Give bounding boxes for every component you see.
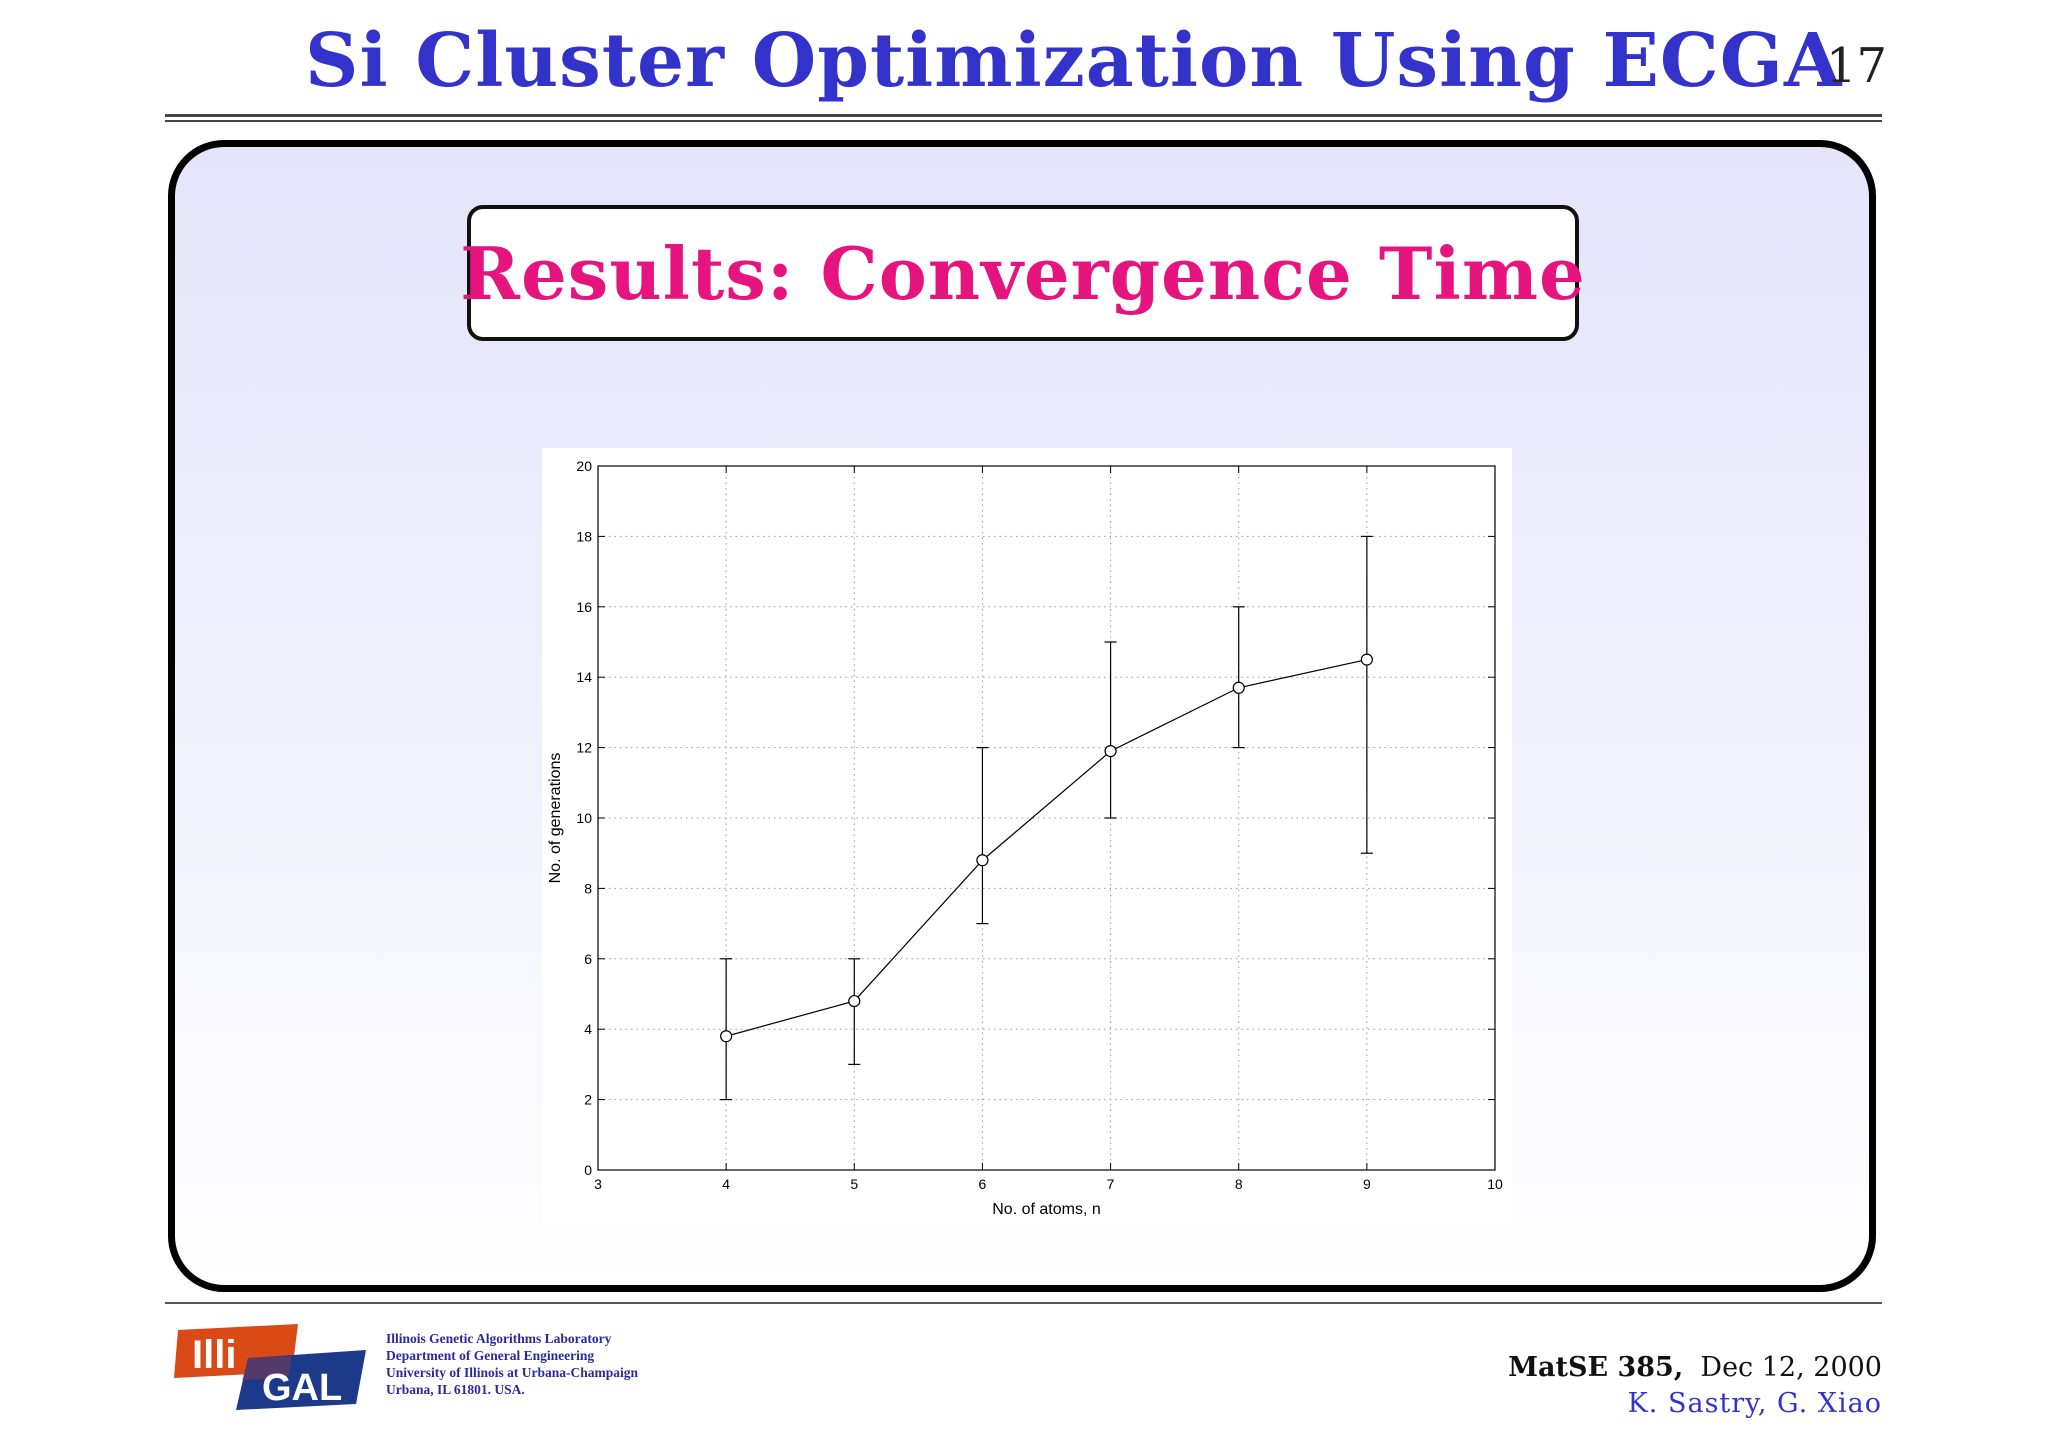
lab-line: Illinois Genetic Algorithms Laboratory bbox=[386, 1331, 612, 1346]
lab-line: University of Illinois at Urbana-Champai… bbox=[386, 1365, 639, 1380]
data-point bbox=[848, 994, 861, 1008]
header-rule-bottom bbox=[165, 120, 1882, 122]
illigal-logo: Illi GAL bbox=[170, 1320, 370, 1410]
x-tick-label: 3 bbox=[594, 1176, 602, 1192]
x-axis-label: No. of atoms, n bbox=[992, 1201, 1101, 1218]
convergence-chart: 3 4 5 6 7 8 9 10 0 2 4 6 8 10 12 14 16 18 20 No. of atoms, … bbox=[547, 458, 1503, 1218]
x-tick-label: 4 bbox=[722, 1176, 730, 1192]
y-tick-label: 16 bbox=[576, 599, 592, 615]
y-tick-label: 14 bbox=[576, 669, 592, 685]
x-tick-label: 9 bbox=[1363, 1176, 1371, 1192]
lab-line: Department of General Engineering bbox=[386, 1348, 595, 1363]
x-tick-label: 5 bbox=[850, 1176, 858, 1192]
data-point bbox=[976, 854, 989, 867]
date: Dec 12, 2000 bbox=[1700, 1352, 1882, 1383]
slide-title: Si Cluster Optimization Using ECGA bbox=[305, 18, 1843, 104]
header-rule-top bbox=[165, 114, 1882, 117]
y-tick-label: 8 bbox=[584, 880, 592, 896]
y-tick-label: 20 bbox=[576, 458, 592, 474]
footer-rule bbox=[165, 1302, 1882, 1304]
x-tick-label: 6 bbox=[979, 1176, 987, 1192]
course-info: MatSE 385, Dec 12, 2000 K. Sastry, G. Xi… bbox=[1508, 1350, 1882, 1422]
lab-line: Urbana, IL 61801. USA. bbox=[386, 1382, 525, 1397]
y-tick-label: 6 bbox=[584, 951, 592, 967]
subtitle-box: Results: Convergence Time bbox=[460, 205, 1585, 341]
chart-area: 3 4 5 6 7 8 9 10 0 2 4 6 8 10 12 14 16 18 20 No. of atoms, … bbox=[542, 448, 1512, 1228]
x-tick-label: 10 bbox=[1487, 1176, 1503, 1192]
page-number: 17 bbox=[1826, 38, 1888, 94]
y-tick-label: 4 bbox=[584, 1021, 592, 1037]
series-line bbox=[725, 659, 1367, 1037]
y-tick-label: 10 bbox=[576, 810, 592, 826]
lab-info: Illinois Genetic Algorithms Laboratory D… bbox=[386, 1330, 638, 1398]
data-point bbox=[1232, 681, 1245, 694]
data-point bbox=[1104, 745, 1117, 758]
x-tick-label: 8 bbox=[1235, 1176, 1243, 1192]
y-tick-label: 12 bbox=[576, 740, 592, 756]
course-name: MatSE 385, bbox=[1508, 1352, 1684, 1383]
data-point bbox=[1360, 653, 1373, 666]
x-tick-label: 7 bbox=[1107, 1176, 1115, 1192]
data-point bbox=[720, 1030, 733, 1043]
logo-text-illi: Illi bbox=[192, 1333, 236, 1377]
plot-frame bbox=[597, 465, 1496, 1171]
authors: K. Sastry, G. Xiao bbox=[1627, 1388, 1882, 1419]
y-tick-label: 2 bbox=[584, 1092, 592, 1108]
logo-text-gal: GAL bbox=[262, 1367, 342, 1409]
y-tick-label: 0 bbox=[584, 1162, 592, 1178]
y-axis-label: No. of generations bbox=[547, 753, 564, 884]
subtitle: Results: Convergence Time bbox=[460, 230, 1586, 316]
y-tick-label: 18 bbox=[576, 528, 592, 544]
